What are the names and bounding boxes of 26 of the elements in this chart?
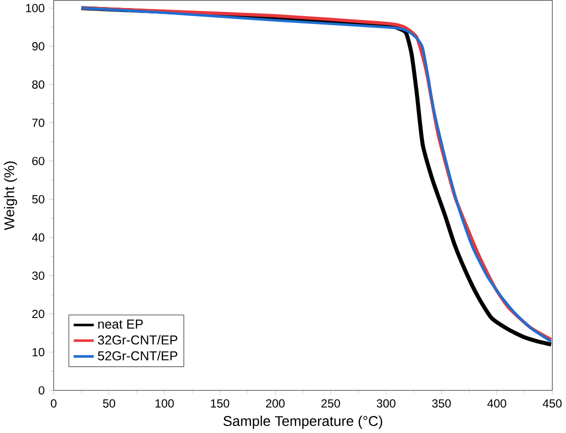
x-tick-label: 100 — [156, 399, 174, 408]
x-tick-label: 50 — [103, 399, 116, 408]
legend-label: neat EP — [98, 320, 143, 329]
x-tick-label: 300 — [376, 399, 396, 408]
y-tick-label: 90 — [32, 42, 44, 51]
y-tick-label: 100 — [26, 4, 44, 12]
x-tick-label: 400 — [487, 399, 506, 408]
x-tick-label: 200 — [266, 399, 285, 408]
y-tick-label: 0 — [38, 386, 44, 395]
y-tick-label: 20 — [32, 310, 44, 318]
y-axis-title: Weight (%) — [4, 162, 18, 230]
y-tick-label: 80 — [32, 80, 44, 89]
y-tick-label: 10 — [32, 348, 44, 356]
x-tick-label: 250 — [321, 399, 340, 408]
x-tick-label: 0 — [50, 399, 56, 408]
y-tick-label: 70 — [32, 118, 44, 128]
x-tick-label: 150 — [210, 399, 230, 408]
y-tick-label: 40 — [32, 233, 44, 242]
x-tick-label: 450 — [542, 399, 562, 408]
y-tick-label: 30 — [32, 272, 44, 280]
legend-label: 32Gr-CNT/EP — [98, 335, 178, 345]
x-axis-title: Sample Temperature (°C) — [224, 416, 382, 429]
y-tick-label: 60 — [32, 156, 44, 166]
x-tick-label: 350 — [432, 399, 451, 408]
legend-label: 52Gr-CNT/EP — [98, 351, 178, 361]
y-tick-label: 50 — [32, 195, 44, 204]
